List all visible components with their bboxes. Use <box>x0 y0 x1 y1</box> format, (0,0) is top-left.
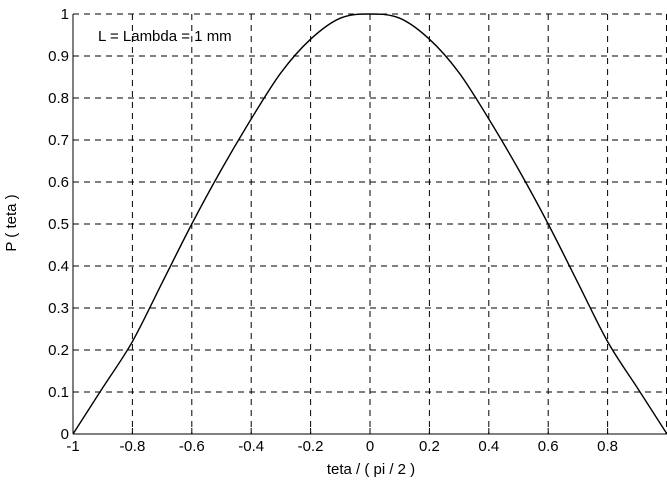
y-tick-label: 0.9 <box>48 48 69 65</box>
x-tick-label: 0 <box>366 438 374 455</box>
x-tick-label: -0.6 <box>179 438 205 455</box>
series-layer <box>72 13 667 435</box>
y-tick-label: 0.4 <box>48 258 69 275</box>
x-tick-label: 0.4 <box>478 438 499 455</box>
grid <box>73 13 667 434</box>
x-tick-label: -1 <box>66 438 79 455</box>
y-tick-label: 0.6 <box>48 174 69 191</box>
series-line <box>72 13 667 435</box>
y-axis-label: P ( teta ) <box>3 194 20 251</box>
x-tick-label: -0.4 <box>238 438 264 455</box>
y-tick-label: 0.8 <box>48 90 69 107</box>
x-tick-label: 0.6 <box>538 438 559 455</box>
y-tick-label: 0.1 <box>48 384 69 401</box>
y-tick-label: 0.3 <box>48 300 69 317</box>
x-tick-label: -0.8 <box>119 438 145 455</box>
y-tick-label: 0 <box>61 426 69 443</box>
x-axis-label: teta / ( pi / 2 ) <box>327 461 415 478</box>
x-tick-label: 0.2 <box>419 438 440 455</box>
y-tick-label: 1 <box>61 6 69 23</box>
y-tick-label: 0.7 <box>48 132 69 149</box>
y-tick-label: 0.5 <box>48 216 69 233</box>
chart-annotation: L = Lambda = 1 mm <box>98 28 232 45</box>
x-tick-label: -0.2 <box>298 438 324 455</box>
x-tick-label: 0.8 <box>597 438 618 455</box>
ticks: -1 -0.8 -0.6 -0.4 -0.2 0 0.2 0.4 0.6 0.8 0 0.1 0.2 0.… <box>48 6 618 455</box>
y-tick-label: 0.2 <box>48 342 69 359</box>
